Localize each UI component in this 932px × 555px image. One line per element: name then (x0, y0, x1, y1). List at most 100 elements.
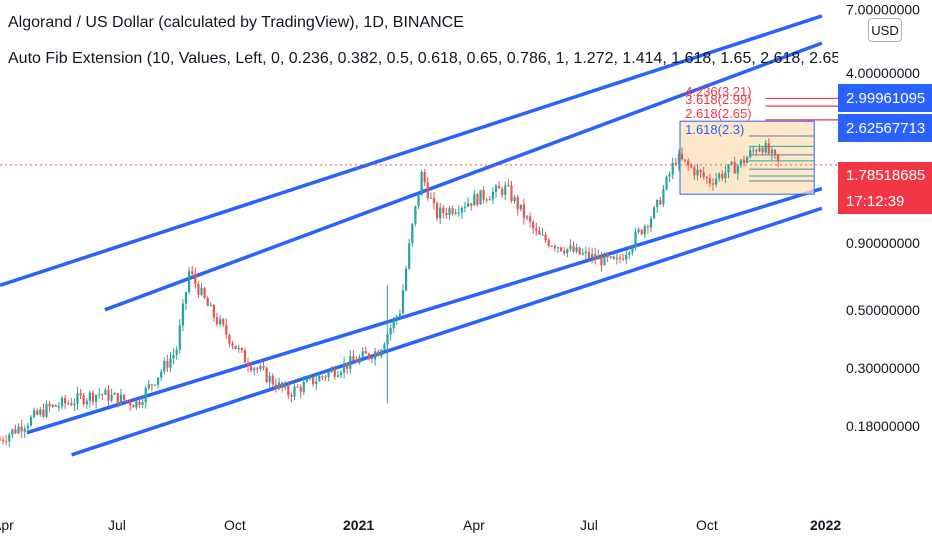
candle-body (150, 384, 153, 386)
candle-body (197, 283, 200, 295)
candle-body (674, 163, 677, 165)
candle-body (485, 199, 488, 201)
time-tick-label: Oct (224, 517, 246, 533)
candle-body (364, 351, 367, 354)
candle-body (470, 203, 473, 206)
candle-body (473, 194, 476, 206)
candle-body (432, 197, 436, 204)
candle-body (380, 349, 383, 357)
price-tick-label: 4.00000000 (846, 65, 920, 81)
candle-body (591, 253, 594, 259)
candle-body (163, 361, 166, 372)
candle-body (23, 428, 26, 432)
candle-body (45, 403, 48, 417)
candle-body (634, 231, 637, 247)
candle-body (553, 246, 556, 249)
candle-body (448, 208, 451, 216)
time-tick-label: Jul (108, 517, 126, 533)
candle-body (225, 324, 228, 335)
candle-body (215, 317, 219, 324)
candle-body (715, 178, 718, 185)
candle-body (463, 206, 467, 208)
fib-price-tag: 2.62567713 (838, 114, 932, 142)
candle-body (569, 245, 572, 249)
candle-body (271, 375, 274, 385)
candle-body (625, 255, 628, 260)
candle-body (330, 369, 333, 373)
candle-body (281, 382, 284, 388)
candle-body (302, 381, 305, 392)
candle-body (649, 218, 653, 228)
candle-body (408, 243, 411, 269)
candle-body (95, 394, 98, 402)
candle-body (33, 410, 36, 417)
candle-body (194, 273, 197, 284)
candle-body (693, 167, 696, 176)
candle-body (5, 441, 8, 443)
candle-body (684, 159, 687, 161)
time-axis: Apr Jul Oct 2021 Apr Jul Oct 2022 (0, 517, 841, 533)
candle-body (305, 378, 308, 382)
candle-body (597, 256, 600, 260)
candle-body (135, 401, 138, 408)
candle-body (265, 367, 268, 383)
candle-body (752, 150, 755, 152)
candle-body (541, 234, 544, 236)
candle-body (8, 434, 11, 442)
candle-body (246, 362, 250, 367)
candle-body (529, 216, 532, 222)
candle-body (659, 199, 662, 205)
candle-body (48, 403, 51, 407)
candle-body (153, 384, 157, 386)
candle-body (581, 252, 584, 255)
candle-body (2, 439, 5, 442)
candle-body (392, 319, 395, 329)
candle-body (696, 169, 699, 176)
candle-body (299, 386, 302, 392)
candle-body (259, 366, 262, 369)
candle-body (454, 212, 457, 214)
candle-body (755, 150, 758, 152)
candle-body (578, 247, 581, 255)
candle-body (262, 366, 265, 368)
candle-body (339, 372, 343, 376)
candle-body (287, 385, 290, 396)
candle-body (479, 189, 482, 205)
candle-body (640, 229, 643, 235)
candle-body (200, 287, 203, 295)
candle-body (88, 392, 91, 401)
candle-body (556, 247, 560, 249)
price-tick-label: 0.18000000 (846, 418, 920, 434)
candle-body (476, 194, 479, 205)
candle-body (169, 358, 172, 368)
candle-body (445, 213, 448, 216)
candle-body (358, 356, 361, 363)
candle-body (389, 328, 392, 335)
candle-body (615, 257, 618, 259)
candle-body (488, 199, 491, 201)
candle-body (770, 149, 773, 154)
candle-body (336, 375, 339, 377)
candle-body (107, 389, 110, 401)
candle-body (110, 394, 113, 401)
candle-body (711, 183, 715, 185)
candle-body (702, 172, 705, 177)
candle-body (395, 316, 398, 320)
time-tick-label: Jul (580, 517, 598, 533)
candle-body (606, 253, 609, 258)
currency-button[interactable]: USD (868, 18, 902, 42)
candle-body (184, 291, 188, 304)
candle-body (228, 334, 231, 344)
candle-body (20, 426, 23, 432)
candle-body (346, 363, 349, 369)
candle-body (54, 404, 57, 407)
indicator-legend[interactable]: Auto Fib Extension (10, Values, Left, 0,… (8, 50, 838, 67)
candle-body (677, 153, 680, 165)
candle-body (113, 393, 116, 395)
candle-body (219, 319, 222, 324)
candle-body (566, 248, 569, 254)
candle-body (284, 385, 287, 388)
candle-body (572, 245, 575, 252)
chart-title: Algorand / US Dollar (calculated by Trad… (8, 14, 464, 31)
